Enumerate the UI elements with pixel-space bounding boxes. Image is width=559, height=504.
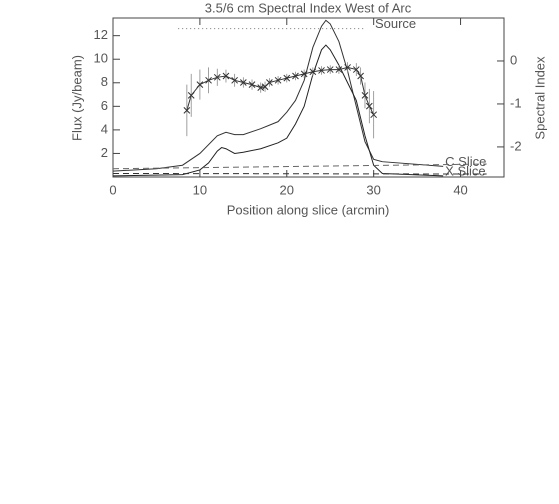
point-marker: [187, 91, 195, 99]
marker-stroke: [300, 70, 308, 78]
marker-stroke: [222, 72, 230, 80]
series-label: X Slice: [445, 163, 485, 178]
marker-stroke: [335, 66, 343, 73]
y-axis-label: Flux (Jy/beam): [69, 55, 84, 141]
series-line: [186, 66, 375, 115]
series-line: [112, 172, 487, 175]
point-marker: [248, 81, 256, 88]
marker-stroke: [283, 74, 291, 82]
marker-stroke: [183, 107, 191, 114]
marker-stroke: [361, 91, 369, 99]
marker-stroke: [326, 66, 334, 73]
point-marker: [318, 67, 325, 74]
marker-stroke: [309, 68, 317, 76]
marker-stroke: [352, 66, 360, 73]
point-marker: [335, 66, 343, 73]
point-marker: [365, 102, 373, 110]
x-tick-label: 20: [280, 182, 294, 197]
y-tick-label: 8: [101, 74, 108, 89]
series-line: [112, 44, 444, 177]
series-line: [112, 19, 444, 172]
point-marker: [352, 66, 360, 73]
x-tick-label: 40: [453, 182, 467, 197]
y-tick-label: 2: [101, 145, 108, 160]
marker-stroke: [292, 72, 299, 80]
point-marker: [326, 66, 334, 73]
point-marker: [183, 107, 191, 114]
marker-stroke: [239, 79, 247, 86]
marker-stroke: [257, 84, 265, 91]
point-marker: [370, 111, 378, 119]
point-marker: [274, 76, 282, 84]
marker-stroke: [318, 67, 325, 74]
point-marker: [361, 91, 369, 99]
marker-stroke: [205, 76, 212, 84]
marker-stroke: [196, 81, 204, 88]
series-label: C Slice: [445, 154, 486, 169]
y2-axis-label: Spectral Index: [532, 56, 547, 140]
y2-tick-label: 0: [510, 52, 517, 67]
point-marker: [222, 72, 230, 80]
point-marker: [205, 76, 212, 84]
marker-stroke: [365, 102, 373, 110]
y2-tick-label: -1: [510, 95, 522, 110]
marker-stroke: [248, 81, 256, 88]
point-marker: [292, 72, 299, 80]
x-tick-label: 10: [193, 182, 207, 197]
y-tick-label: 6: [101, 98, 108, 113]
y2-tick-label: -2: [510, 138, 522, 153]
point-marker: [309, 68, 317, 76]
point-marker: [300, 70, 308, 78]
marker-stroke: [274, 76, 282, 84]
marker-stroke: [187, 91, 195, 99]
series-line: [112, 163, 487, 170]
series-label: Source: [375, 16, 416, 31]
plot-frame: [112, 17, 505, 178]
point-marker: [213, 73, 221, 81]
point-marker: [196, 81, 204, 88]
marker-stroke: [344, 64, 351, 71]
marker-stroke: [213, 73, 221, 81]
point-marker: [239, 79, 247, 86]
marker-stroke: [231, 76, 238, 84]
point-marker: [266, 79, 273, 86]
point-marker: [231, 76, 238, 84]
marker-stroke: [357, 72, 364, 80]
marker-stroke: [370, 111, 378, 119]
chart-title: 3.5/6 cm Spectral Index West of Arc: [205, 0, 412, 15]
point-marker: [344, 64, 351, 71]
marker-stroke: [266, 79, 273, 86]
point-marker: [357, 72, 364, 80]
x-axis-label: Position along slice (arcmin): [227, 202, 390, 217]
y-tick-label: 12: [94, 27, 108, 42]
point-marker: [283, 74, 291, 82]
y-tick-label: 10: [94, 51, 108, 66]
x-tick-label: 0: [109, 182, 116, 197]
y-tick-label: 4: [101, 121, 108, 136]
x-tick-label: 30: [366, 182, 380, 197]
